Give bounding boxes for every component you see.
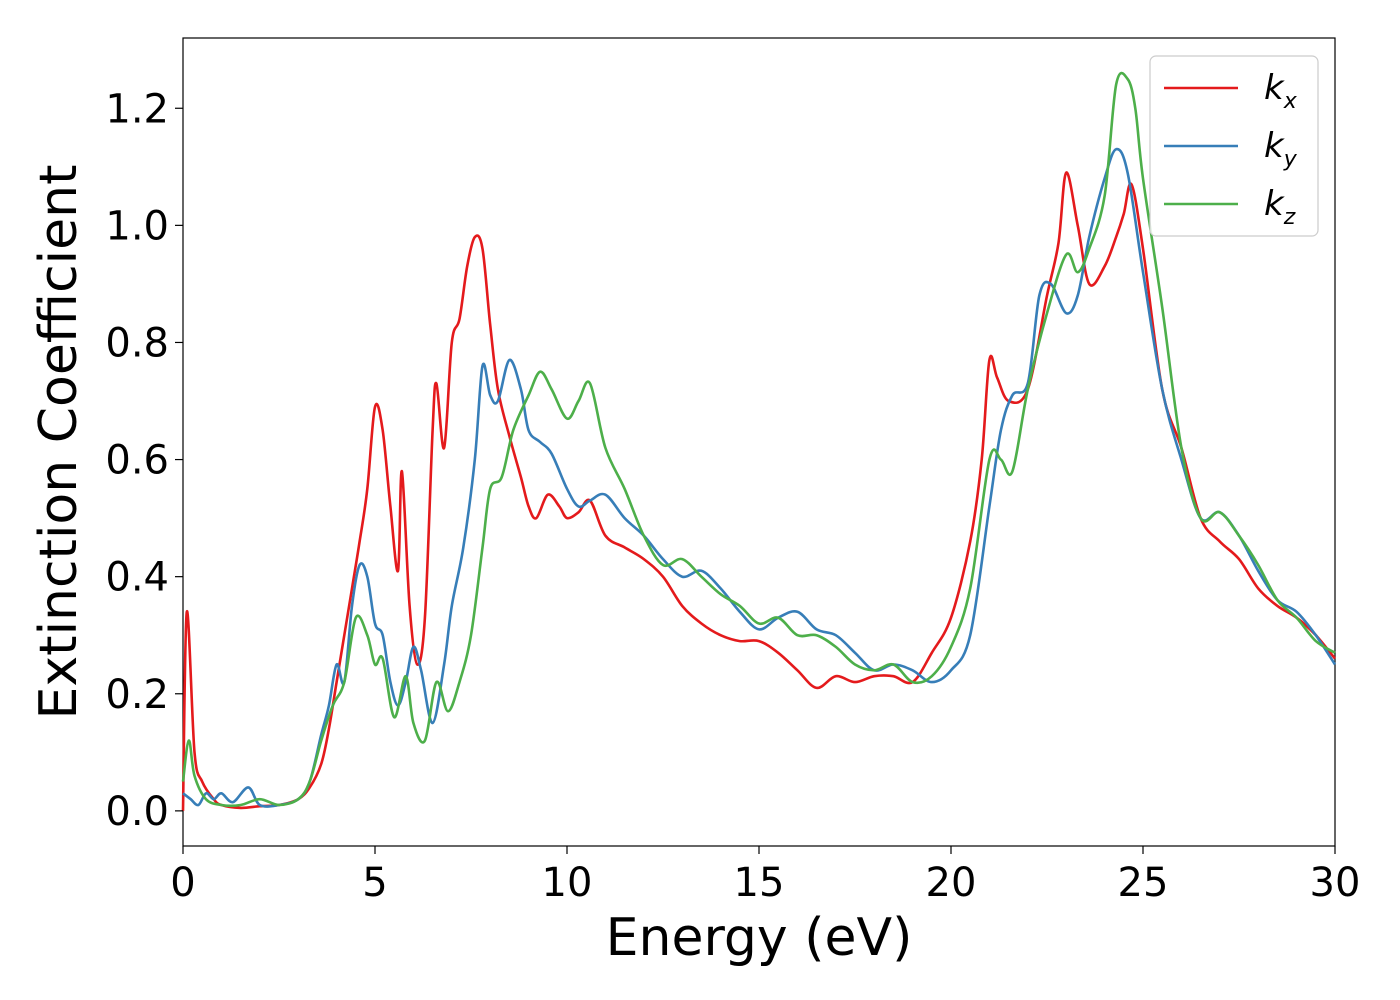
legend-label-kz: kz: [1264, 184, 1296, 230]
y-tick-label: 0.8: [105, 320, 169, 366]
series-line-kz: [181, 71, 1336, 808]
x-tick-label: 10: [542, 860, 593, 906]
x-tick-label: 25: [1118, 860, 1169, 906]
y-axis: 0.0 0.2 0.4 0.6 0.8 1.0 1.2: [105, 86, 183, 835]
y-tick-label: 0.6: [105, 438, 169, 484]
x-tick-label: 15: [734, 860, 785, 906]
series-line-ky: [182, 147, 1337, 808]
series-layer: [181, 71, 1337, 811]
x-tick-label: 5: [362, 860, 387, 906]
y-tick-label: 1.0: [105, 203, 169, 249]
x-tick-label: 20: [926, 860, 977, 906]
legend: kx ky kz: [1149, 55, 1319, 237]
y-axis-title: Extinction Coefficient: [29, 165, 89, 720]
legend-label-ky: ky: [1264, 126, 1298, 172]
y-tick-label: 0.0: [105, 789, 169, 835]
y-tick-label: 1.2: [105, 86, 169, 132]
x-tick-label: 0: [170, 860, 195, 906]
y-tick-label: 0.2: [105, 672, 169, 718]
y-tick-label: 0.4: [105, 555, 169, 601]
x-axis-title: Energy (eV): [606, 908, 913, 968]
x-tick-label: 30: [1310, 860, 1361, 906]
x-axis: 0 5 10 15 20 25 30: [170, 846, 1360, 906]
legend-label-kx: kx: [1264, 68, 1298, 114]
